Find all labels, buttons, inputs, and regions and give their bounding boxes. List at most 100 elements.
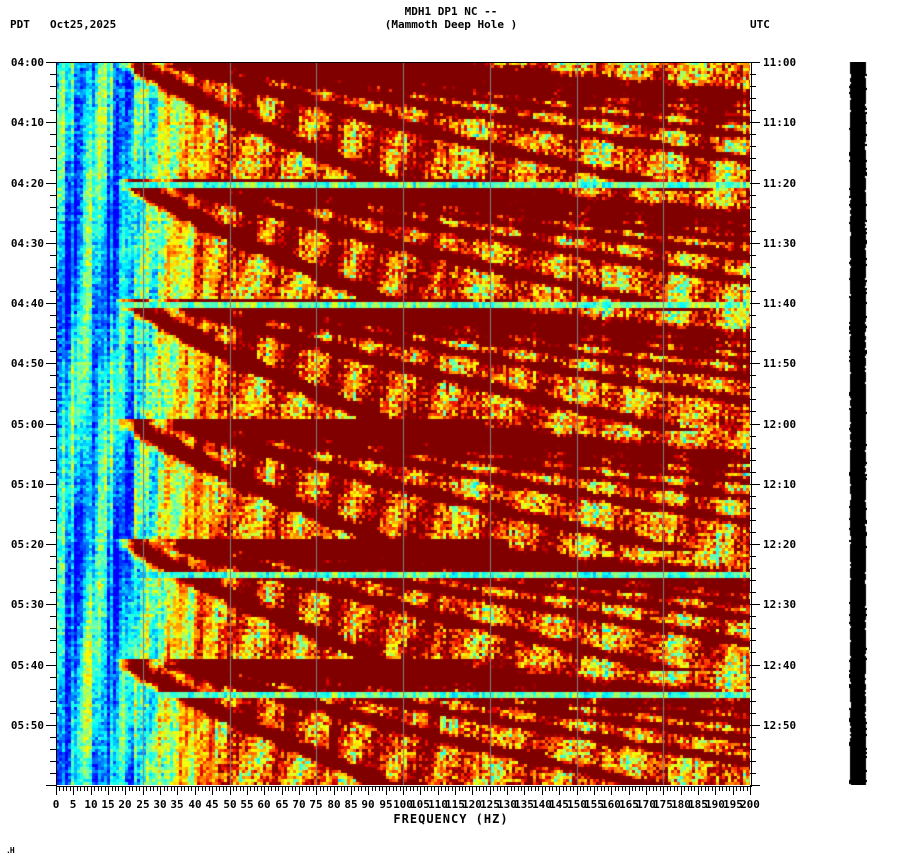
y-minor-tick bbox=[50, 351, 56, 352]
y-tick-label-utc: 12:50 bbox=[763, 719, 797, 732]
y-minor-tick bbox=[750, 387, 756, 388]
y-minor-tick bbox=[50, 689, 56, 690]
x-minor-tick bbox=[747, 786, 748, 791]
x-minor-tick bbox=[320, 786, 321, 791]
x-tick-label: 150 bbox=[567, 798, 587, 811]
y-minor-tick bbox=[750, 436, 756, 437]
x-minor-tick bbox=[313, 786, 314, 791]
x-tick-label: 70 bbox=[292, 798, 306, 811]
x-minor-tick bbox=[209, 786, 210, 791]
x-minor-tick bbox=[705, 786, 706, 791]
y-minor-tick bbox=[50, 737, 56, 738]
y-minor-tick bbox=[50, 472, 56, 473]
x-minor-tick bbox=[639, 786, 640, 791]
y-minor-tick bbox=[50, 291, 56, 292]
y-tick-label-pdt: 04:50 bbox=[10, 357, 44, 370]
x-minor-tick bbox=[285, 786, 286, 791]
y-minor-tick bbox=[750, 291, 756, 292]
x-minor-tick bbox=[597, 786, 598, 791]
y-minor-tick bbox=[750, 399, 756, 400]
x-minor-tick bbox=[518, 786, 519, 791]
saturation-bar bbox=[849, 62, 867, 785]
x-minor-tick bbox=[511, 786, 512, 791]
x-minor-tick bbox=[327, 786, 328, 791]
x-minor-tick bbox=[84, 786, 85, 791]
x-minor-tick bbox=[337, 786, 338, 791]
y-tick-label-utc: 12:10 bbox=[763, 478, 797, 491]
x-major-tick bbox=[490, 786, 491, 795]
x-minor-tick bbox=[275, 786, 276, 791]
x-major-tick bbox=[351, 786, 352, 795]
x-minor-tick bbox=[545, 786, 546, 791]
x-minor-tick bbox=[688, 786, 689, 791]
x-major-tick bbox=[733, 786, 734, 795]
timezone-label-right: UTC bbox=[750, 18, 770, 31]
x-minor-tick bbox=[59, 786, 60, 791]
y-minor-tick bbox=[750, 556, 756, 557]
x-tick-label: 65 bbox=[275, 798, 289, 811]
x-minor-tick bbox=[601, 786, 602, 791]
y-minor-tick bbox=[50, 520, 56, 521]
x-minor-tick bbox=[233, 786, 234, 791]
y-minor-tick bbox=[750, 267, 756, 268]
x-minor-tick bbox=[691, 786, 692, 791]
x-major-tick bbox=[334, 786, 335, 795]
x-minor-tick bbox=[400, 786, 401, 791]
x-major-tick bbox=[542, 786, 543, 795]
x-minor-tick bbox=[330, 786, 331, 791]
y-tick-label-utc: 12:00 bbox=[763, 418, 797, 431]
x-minor-tick bbox=[701, 786, 702, 791]
x-minor-tick bbox=[674, 786, 675, 791]
x-minor-tick bbox=[223, 786, 224, 791]
x-minor-tick bbox=[198, 786, 199, 791]
y-tick-label-pdt: 05:40 bbox=[10, 659, 44, 672]
y-minor-tick bbox=[750, 351, 756, 352]
spectrogram-plot[interactable] bbox=[56, 62, 750, 785]
y-minor-tick bbox=[750, 460, 756, 461]
y-major-tick bbox=[750, 604, 760, 605]
y-tick-label-utc: 11:20 bbox=[763, 177, 797, 190]
x-minor-tick bbox=[191, 786, 192, 791]
x-minor-tick bbox=[63, 786, 64, 791]
x-tick-label: 165 bbox=[619, 798, 639, 811]
x-minor-tick bbox=[573, 786, 574, 791]
x-major-tick bbox=[368, 786, 369, 795]
x-minor-tick bbox=[618, 786, 619, 791]
y-minor-tick bbox=[50, 616, 56, 617]
x-minor-tick bbox=[132, 786, 133, 791]
x-tick-label: 90 bbox=[361, 798, 375, 811]
x-major-tick bbox=[143, 786, 144, 795]
x-minor-tick bbox=[306, 786, 307, 791]
y-minor-tick bbox=[750, 737, 756, 738]
x-minor-tick bbox=[118, 786, 119, 791]
x-major-tick bbox=[282, 786, 283, 795]
y-minor-tick bbox=[750, 158, 756, 159]
y-minor-tick bbox=[750, 146, 756, 147]
y-minor-tick bbox=[750, 279, 756, 280]
y-minor-tick bbox=[50, 448, 56, 449]
x-tick-label: 95 bbox=[379, 798, 393, 811]
x-minor-tick bbox=[445, 786, 446, 791]
y-minor-tick bbox=[750, 532, 756, 533]
x-minor-tick bbox=[465, 786, 466, 791]
x-minor-tick bbox=[622, 786, 623, 791]
x-major-tick bbox=[594, 786, 595, 795]
x-minor-tick bbox=[469, 786, 470, 791]
y-tick-label-utc: 11:10 bbox=[763, 116, 797, 129]
x-major-tick bbox=[125, 786, 126, 795]
x-minor-tick bbox=[268, 786, 269, 791]
y-major-tick bbox=[46, 183, 56, 184]
x-minor-tick bbox=[112, 786, 113, 791]
y-minor-tick bbox=[50, 74, 56, 75]
x-minor-tick bbox=[347, 786, 348, 791]
x-tick-label: 15 bbox=[101, 798, 115, 811]
x-minor-tick bbox=[656, 786, 657, 791]
y-minor-tick bbox=[750, 110, 756, 111]
y-minor-tick bbox=[750, 520, 756, 521]
timezone-label-left: PDT bbox=[10, 18, 30, 31]
y-minor-tick bbox=[750, 231, 756, 232]
y-minor-tick bbox=[750, 255, 756, 256]
x-minor-tick bbox=[570, 786, 571, 791]
x-minor-tick bbox=[535, 786, 536, 791]
x-minor-tick bbox=[278, 786, 279, 791]
